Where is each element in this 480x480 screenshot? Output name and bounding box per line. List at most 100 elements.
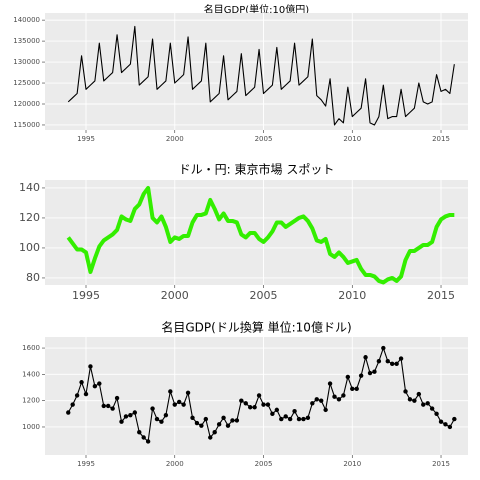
- point: [323, 407, 328, 413]
- point: [447, 424, 453, 430]
- point: [176, 399, 182, 405]
- y-tick-label: 1200: [22, 397, 40, 405]
- x-tick-label: 2000: [161, 289, 189, 302]
- point: [208, 435, 213, 440]
- panel: ドル・円: 東京市場 スポット 80 100 120 140 1995 2000 2005 20…: [19, 162, 468, 302]
- point: [159, 419, 164, 424]
- point: [425, 401, 430, 406]
- point: [354, 386, 359, 392]
- point: [301, 416, 306, 422]
- point: [203, 416, 209, 422]
- point: [398, 356, 404, 361]
- point: [199, 423, 204, 428]
- point: [319, 398, 324, 403]
- point: [310, 401, 315, 406]
- point: [416, 391, 422, 397]
- point: [274, 407, 280, 413]
- point: [292, 408, 297, 414]
- chart-title: 名目GDP(単位:10億円): [204, 3, 309, 16]
- point: [230, 418, 235, 423]
- point: [88, 364, 93, 369]
- x-tick-label: 2010: [343, 460, 361, 468]
- point: [363, 355, 368, 360]
- point: [252, 405, 257, 410]
- point: [239, 398, 244, 403]
- point: [83, 391, 89, 397]
- point: [132, 410, 138, 415]
- x-tick-label: 1995: [77, 460, 95, 468]
- line-series: [67, 25, 455, 126]
- chart-title: 名目GDP(ドル換算 単位:10億ドル): [161, 320, 351, 335]
- point: [154, 416, 160, 422]
- point: [216, 422, 222, 427]
- point: [97, 381, 102, 386]
- y-tick-label: 140000: [13, 16, 40, 24]
- point: [345, 374, 351, 380]
- point: [163, 412, 169, 418]
- point: [247, 405, 253, 410]
- line-series: [67, 347, 455, 442]
- panel: 名目GDP(ドル換算 単位:10億ドル) 1000 1200 1400 1600 1995…: [22, 320, 468, 468]
- x-tick-label: 1995: [72, 289, 100, 302]
- point: [70, 402, 75, 407]
- point: [150, 406, 155, 411]
- point: [438, 419, 444, 424]
- y-tick-label: 120000: [13, 100, 40, 108]
- point: [350, 386, 355, 392]
- point: [434, 411, 439, 417]
- point: [314, 397, 319, 402]
- point: [190, 415, 195, 420]
- y-tick-label: 120: [19, 211, 40, 224]
- x-tick-label: 2015: [432, 460, 450, 468]
- point: [221, 415, 226, 420]
- point: [421, 402, 426, 407]
- y-tick-label: 135000: [13, 37, 40, 45]
- point: [123, 414, 129, 419]
- y-tick-label: 100: [19, 241, 40, 254]
- point: [376, 359, 382, 364]
- point: [110, 406, 115, 411]
- point: [305, 415, 311, 420]
- point: [385, 359, 390, 364]
- point: [452, 416, 457, 422]
- point: [412, 398, 417, 403]
- point: [283, 414, 288, 419]
- y-tick-label: 130000: [13, 58, 40, 66]
- point: [403, 389, 408, 394]
- x-tick-label: 2000: [166, 460, 184, 468]
- point: [287, 416, 293, 422]
- point: [114, 395, 120, 401]
- y-tick-label: 140: [19, 181, 40, 194]
- point: [429, 406, 435, 411]
- point: [225, 423, 231, 428]
- y-tick-label: 1400: [22, 370, 40, 378]
- point: [243, 401, 248, 406]
- point: [265, 402, 271, 407]
- x-tick-label: 2005: [255, 135, 273, 143]
- point: [168, 389, 173, 394]
- panel: 名目GDP(単位:10億円) 115000 120000 125000 130000 13…: [13, 3, 468, 143]
- point: [407, 397, 413, 402]
- point: [270, 411, 275, 417]
- y-tick-label: 1000: [22, 423, 40, 431]
- x-tick-label: 2005: [250, 289, 278, 302]
- point: [279, 416, 284, 422]
- point: [341, 393, 346, 398]
- point: [172, 402, 177, 407]
- y-tick-label: 80: [26, 271, 40, 284]
- point: [66, 410, 71, 415]
- point: [181, 402, 186, 407]
- x-tick-label: 2000: [166, 135, 184, 143]
- point: [92, 383, 98, 389]
- point: [256, 393, 262, 398]
- x-tick-label: 2015: [432, 135, 450, 143]
- point: [185, 390, 191, 395]
- y-tick-label: 125000: [13, 79, 40, 87]
- x-tick-label: 2010: [338, 289, 366, 302]
- point: [194, 420, 200, 426]
- point: [327, 381, 333, 386]
- x-tick-label: 2010: [343, 135, 361, 143]
- point: [119, 419, 124, 424]
- point: [336, 397, 342, 402]
- point: [372, 369, 377, 374]
